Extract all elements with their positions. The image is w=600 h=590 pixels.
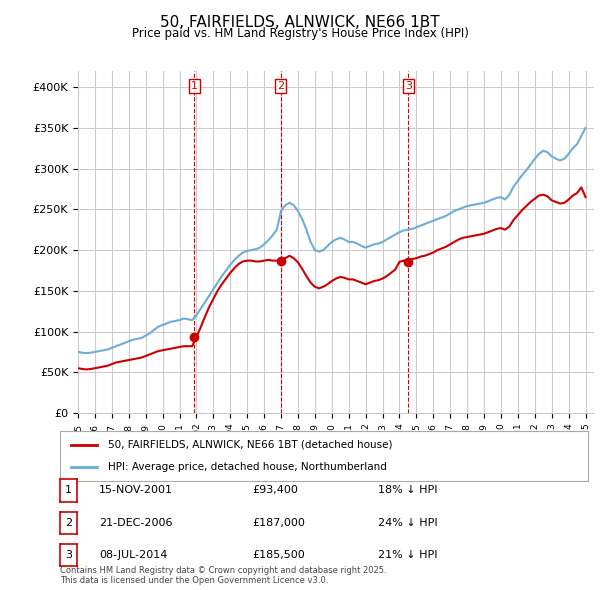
Text: 24% ↓ HPI: 24% ↓ HPI: [378, 518, 437, 527]
Text: 1: 1: [65, 486, 72, 495]
Text: 3: 3: [65, 550, 72, 560]
Text: 15-NOV-2001: 15-NOV-2001: [99, 486, 173, 495]
Text: 21% ↓ HPI: 21% ↓ HPI: [378, 550, 437, 560]
Text: 50, FAIRFIELDS, ALNWICK, NE66 1BT (detached house): 50, FAIRFIELDS, ALNWICK, NE66 1BT (detac…: [107, 440, 392, 450]
Text: £185,500: £185,500: [252, 550, 305, 560]
Text: 50, FAIRFIELDS, ALNWICK, NE66 1BT: 50, FAIRFIELDS, ALNWICK, NE66 1BT: [160, 15, 440, 30]
Text: £93,400: £93,400: [252, 486, 298, 495]
Text: 2: 2: [277, 81, 284, 91]
Text: 18% ↓ HPI: 18% ↓ HPI: [378, 486, 437, 495]
Text: 3: 3: [405, 81, 412, 91]
Text: 21-DEC-2006: 21-DEC-2006: [99, 518, 173, 527]
Text: Contains HM Land Registry data © Crown copyright and database right 2025.
This d: Contains HM Land Registry data © Crown c…: [60, 566, 386, 585]
Text: Price paid vs. HM Land Registry's House Price Index (HPI): Price paid vs. HM Land Registry's House …: [131, 27, 469, 40]
Text: 08-JUL-2014: 08-JUL-2014: [99, 550, 167, 560]
Text: 2: 2: [65, 518, 72, 527]
Text: £187,000: £187,000: [252, 518, 305, 527]
Text: HPI: Average price, detached house, Northumberland: HPI: Average price, detached house, Nort…: [107, 462, 386, 472]
Text: 1: 1: [191, 81, 198, 91]
